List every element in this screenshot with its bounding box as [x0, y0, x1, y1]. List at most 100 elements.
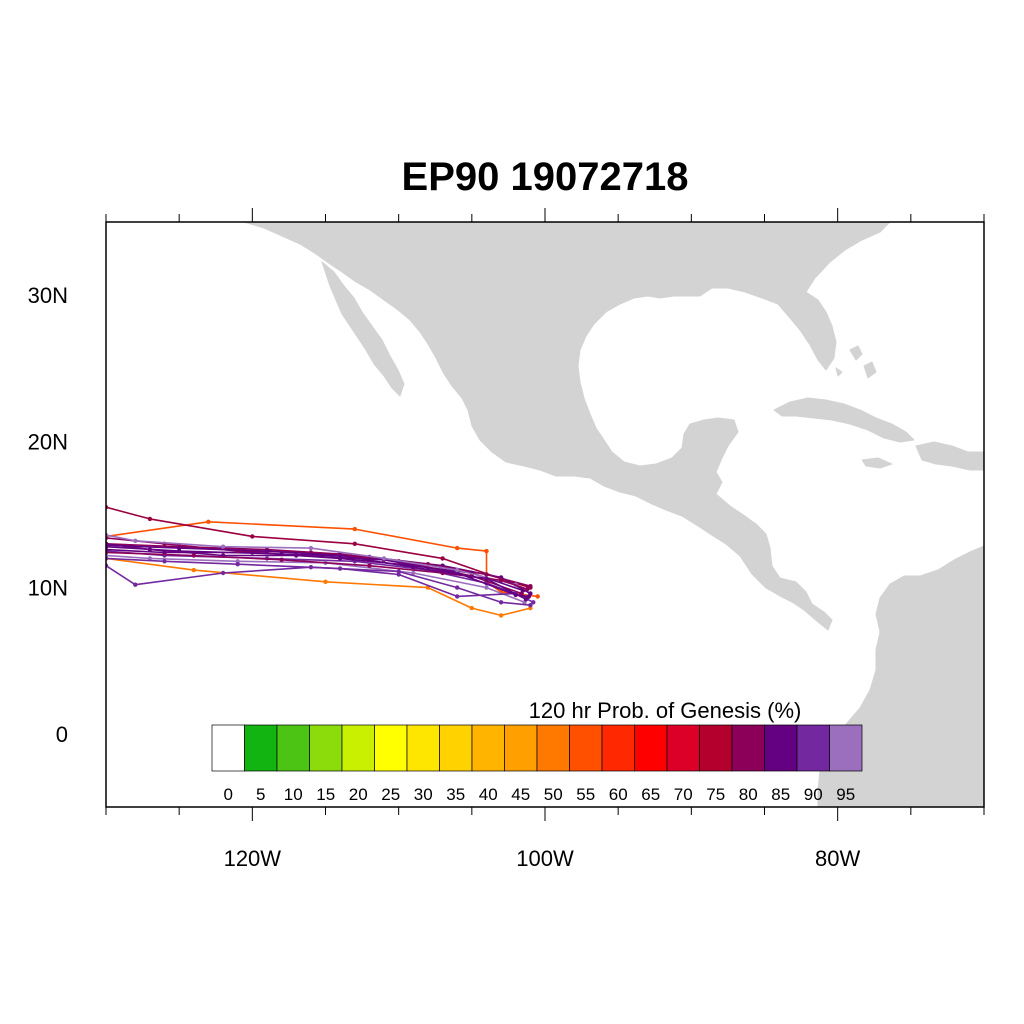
colorbar-swatch	[699, 724, 733, 772]
track-point	[535, 594, 540, 599]
track-point	[455, 594, 460, 599]
colorbar-label: 60	[609, 785, 628, 804]
bahamas	[849, 345, 877, 379]
track-point	[498, 600, 504, 605]
track-point	[352, 526, 357, 532]
track-point	[264, 548, 270, 554]
axis-tick-labels: 120W 100W 80W 30N 20N 10N 0	[28, 283, 861, 871]
colorbar-label: 20	[349, 785, 368, 804]
colorbar-swatch	[471, 724, 505, 772]
track-point	[367, 563, 372, 568]
track-point	[250, 534, 255, 539]
jamaica	[861, 457, 893, 469]
track-point	[337, 566, 343, 571]
track-point	[525, 586, 530, 592]
colorbar-label: 85	[771, 785, 790, 804]
track-point	[531, 600, 536, 605]
colorbar-label: 5	[256, 785, 265, 804]
colorbar-swatch	[536, 724, 570, 772]
colorbar-swatch	[341, 724, 375, 772]
chart-title: EP90 19072718	[402, 155, 689, 199]
y-tick-label: 10N	[28, 576, 68, 601]
storm-track-11	[106, 557, 534, 604]
track-point	[440, 556, 445, 561]
florida-keys	[835, 367, 843, 377]
x-tick-label: 80W	[815, 846, 860, 871]
track-point	[206, 519, 211, 524]
track-point	[279, 557, 284, 562]
track-point	[220, 544, 226, 549]
colorbar-label: 95	[836, 785, 855, 804]
colorbar-label: 25	[381, 785, 400, 804]
track-point	[337, 553, 343, 558]
colorbar-swatch	[764, 724, 798, 772]
y-tick-label: 30N	[28, 283, 68, 308]
track-point	[220, 570, 226, 576]
cuba	[773, 397, 915, 443]
track-point	[455, 545, 460, 551]
track-point	[147, 516, 153, 522]
colorbar-label: 40	[479, 785, 498, 804]
y-tick-label: 0	[56, 722, 68, 747]
colorbar-label: 0	[224, 785, 233, 804]
colorbar-swatch	[829, 724, 863, 772]
track-point	[133, 582, 138, 587]
colorbar-label: 80	[739, 785, 758, 804]
colorbar-label: 15	[316, 785, 335, 804]
colorbar-label: 10	[284, 785, 303, 804]
track-point	[484, 548, 489, 554]
colorbar-label: 45	[511, 785, 530, 804]
colorbar-label: 50	[544, 785, 563, 804]
colorbar-swatch	[439, 724, 473, 772]
track-point	[235, 562, 240, 567]
colorbar-swatch	[569, 724, 603, 772]
track-point	[455, 567, 460, 573]
track-point	[484, 585, 489, 590]
track-point	[308, 545, 314, 551]
track-point	[294, 553, 299, 558]
colorbar-swatch	[666, 724, 700, 772]
hispaniola	[915, 441, 984, 471]
track-point	[484, 572, 489, 577]
track-point	[147, 547, 153, 552]
colorbar-swatch	[374, 724, 408, 772]
track-point	[191, 567, 196, 573]
colorbar: 120 hr Prob. of Genesis (%) 0 5 10 15 20 25 30…	[211, 698, 863, 804]
colorbar-swatch	[244, 724, 278, 772]
colorbar-swatch	[211, 724, 245, 772]
track-point	[162, 559, 167, 564]
track-point	[526, 594, 532, 599]
track-point	[323, 579, 328, 584]
colorbar-swatch	[406, 724, 440, 772]
track-point	[455, 585, 460, 590]
axis-ticks	[105, 208, 985, 821]
colorbar-swatch	[309, 724, 343, 772]
north-america-landmass	[243, 222, 891, 631]
track-point	[381, 556, 387, 561]
storm-tracks	[106, 505, 540, 618]
colorbar-swatch	[796, 724, 830, 772]
colorbar-label: 70	[674, 785, 693, 804]
track-point	[396, 572, 401, 577]
colorbar-label: 30	[414, 785, 433, 804]
track-point	[411, 570, 416, 576]
colorbar-swatch	[601, 724, 635, 772]
colorbar-label: 65	[641, 785, 660, 804]
colorbar-title: 120 hr Prob. of Genesis (%)	[529, 698, 802, 723]
storm-track-1	[106, 520, 538, 598]
x-tick-label: 120W	[224, 846, 282, 871]
colorbar-swatch	[731, 724, 765, 772]
baja-california	[321, 261, 405, 397]
colorbar-label: 90	[804, 785, 823, 804]
track-point	[523, 597, 529, 602]
x-tick-label: 100W	[516, 846, 574, 871]
colorbar-label: 55	[576, 785, 595, 804]
colorbar-swatch	[276, 724, 310, 772]
track-point	[519, 591, 524, 596]
track-point	[133, 538, 138, 543]
track-point	[484, 576, 489, 581]
track-point	[528, 584, 533, 589]
y-tick-label: 20N	[28, 429, 68, 454]
track-point	[469, 605, 474, 611]
